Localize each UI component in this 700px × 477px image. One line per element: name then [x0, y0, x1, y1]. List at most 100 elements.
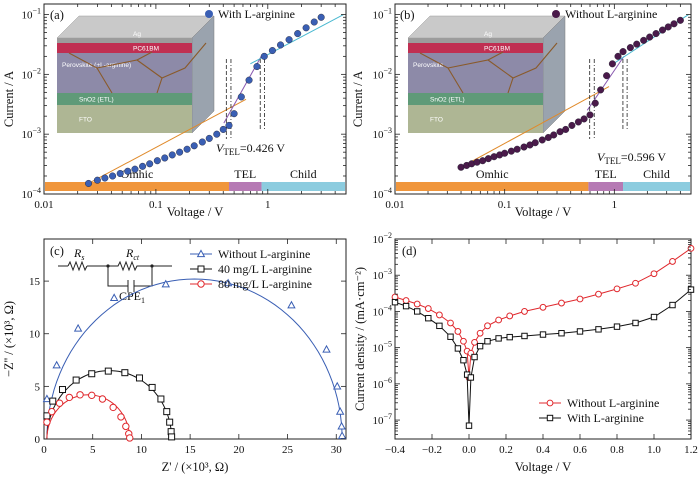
panel-d-legend-text-0: Without L-arginine: [567, 396, 659, 410]
pb-point-36: [670, 20, 678, 28]
pb-ytick-label-2: 10−2: [372, 66, 392, 81]
panel-c-point-1-2: [59, 386, 67, 394]
pb-point-30: [633, 40, 641, 48]
panel-c-xtick-label-5: 25: [282, 444, 294, 456]
panel-b-vtel-label: VTEL=0.596 V: [597, 150, 666, 166]
circuit-r1-symbol: Rs: [73, 246, 84, 262]
panel-c-point-2-2: [55, 399, 64, 407]
panel-c-point-1-1: [49, 397, 57, 405]
pa-region-tel: [228, 182, 262, 191]
panel-c-ylabel: −Z'' / (×10³, Ω): [2, 301, 16, 377]
pb-cube-label-1: PC61BM: [484, 46, 510, 53]
panel-a-ylabel: Current / A: [2, 71, 16, 127]
panel-a-xlabel: Voltage / V: [167, 205, 223, 219]
circuit-r1-zigzag: [67, 260, 88, 272]
panel-d-point-1-9: [465, 422, 473, 429]
panel-d-point-1-16: [521, 332, 528, 340]
panel-c-point-1-11: [166, 418, 174, 426]
pa-xtick-label-1: 0.1: [149, 199, 163, 211]
panel-d-point-1-22: [632, 319, 639, 327]
panel-c-ytick-label-2: 10: [29, 329, 41, 341]
panel-c-point-2-0: [43, 418, 51, 426]
panel-d-point-0-4: [436, 311, 443, 319]
panel-c-point-1-6: [121, 369, 129, 377]
panel-c-point-0-11: [337, 431, 347, 439]
pb-grain-boundary-4: [507, 77, 514, 94]
panel-a-legend: With L-arginine: [205, 7, 295, 21]
panel-c-legend-marker-0: [196, 249, 206, 258]
pb-point-35: [664, 23, 672, 31]
panel-c-xtick-label-4: 20: [233, 444, 245, 456]
pb-point-37: [676, 16, 684, 24]
pa-grain-boundary-2: [136, 51, 153, 61]
panel-d-point-1-12: [476, 342, 484, 350]
panel-c-point-0-1: [52, 360, 61, 369]
circuit-r2-zigzag: [108, 260, 172, 272]
pb-point-8: [501, 149, 509, 157]
pb-xtick-label-1: 0.1: [498, 199, 512, 211]
circuit-r2-symbol: Rct: [125, 246, 140, 262]
pa-point-21: [237, 93, 245, 101]
pa-region-label-child: Child: [290, 167, 317, 181]
pa-point-30: [310, 18, 318, 26]
pb-point-14: [538, 136, 546, 144]
pa-cube-layer-4: [57, 105, 192, 133]
circuit-cpe-subscript: 1: [141, 296, 145, 305]
panel-c-point-2-1: [48, 407, 56, 416]
pb-grain-boundary-2: [487, 51, 504, 61]
panel-a-ticks: 0.01 0.1 1 10−4 10−3 10−2 10−1: [21, 4, 347, 211]
panel-d-xlabel: Voltage / V: [515, 460, 571, 474]
panel-a-device-inset: Ag PC61BM Perovskite (+L-arginine) SnO2 (ET…: [56, 15, 215, 134]
pa-point-1: [93, 176, 101, 184]
pb-point-25: [603, 72, 611, 80]
panel-d-xtick-label-4: 0.4: [536, 444, 550, 456]
panel-d-xtick-label-1: −0.2: [422, 444, 442, 456]
panel-c-point-1-9: [157, 395, 165, 403]
pa-point-10: [161, 154, 169, 162]
panel-b-regions: Omhic TEL Child: [396, 167, 690, 191]
pa-cube-label-3: SnO2 (ETL): [79, 97, 114, 104]
pa-point-7: [139, 162, 147, 170]
pa-cube-layer-2: [57, 53, 192, 93]
pb-cube-layer-2: [408, 53, 543, 93]
panel-c-frame: [43, 238, 347, 440]
panel-d-point-0-13: [484, 322, 491, 330]
panel-b: (b) Omhic TEL Child Ag PC61BM Perovskite SnO2…: [351, 3, 692, 219]
panel-d-ytick-label-2: 10−5: [372, 340, 392, 355]
pa-point-26: [277, 41, 285, 49]
panel-d-xtick-label-7: 1.0: [647, 444, 661, 456]
panel-c-point-1-4: [88, 370, 96, 378]
pa-ytick-label-0: 10−4: [21, 186, 41, 201]
pb-point-9: [507, 147, 515, 155]
panel-c-point-2-4: [76, 391, 84, 399]
circuit-r2-letter: R: [125, 246, 134, 260]
panel-d-point-0-11: [471, 338, 478, 346]
panel-c-point-0-8: [332, 381, 342, 390]
pb-region-child: [623, 182, 690, 191]
panel-d-point-0-19: [576, 295, 584, 303]
pa-point-12: [176, 148, 184, 156]
panel-d-point-1-24: [669, 301, 676, 309]
panel-c-point-2-3: [65, 393, 74, 402]
panel-c-legend-marker-1: [197, 265, 205, 273]
circuit-cpe-plates: [127, 280, 135, 292]
panel-d-point-0-21: [613, 285, 621, 293]
pa-grain-boundary-3: [161, 42, 207, 79]
pb-ytick-label-0: 10−4: [372, 186, 392, 201]
pb-cube-label-0: Ag: [484, 31, 492, 38]
panel-d-point-1-14: [495, 335, 502, 342]
pb-cube-label-3: SnO2 (ETL): [430, 97, 465, 104]
panel-c-arc-1: [46, 370, 173, 440]
pa-point-9: [153, 157, 161, 165]
pb-cube-layer-3: [408, 93, 543, 105]
panel-d-point-1-21: [613, 323, 621, 330]
pb-point-33: [652, 30, 660, 38]
pa-point-18: [219, 125, 227, 133]
panel-d-ytick-label-3: 10−4: [372, 303, 392, 318]
panel-d-legend-text-1: With L-arginine: [567, 411, 644, 425]
panel-c-point-2-8: [117, 413, 125, 421]
pb-xtick-label-0: 0.01: [385, 199, 404, 211]
pa-point-13: [183, 145, 191, 153]
circuit-cpe-left: [107, 266, 128, 287]
panel-d-legend-marker-0: [546, 399, 554, 407]
